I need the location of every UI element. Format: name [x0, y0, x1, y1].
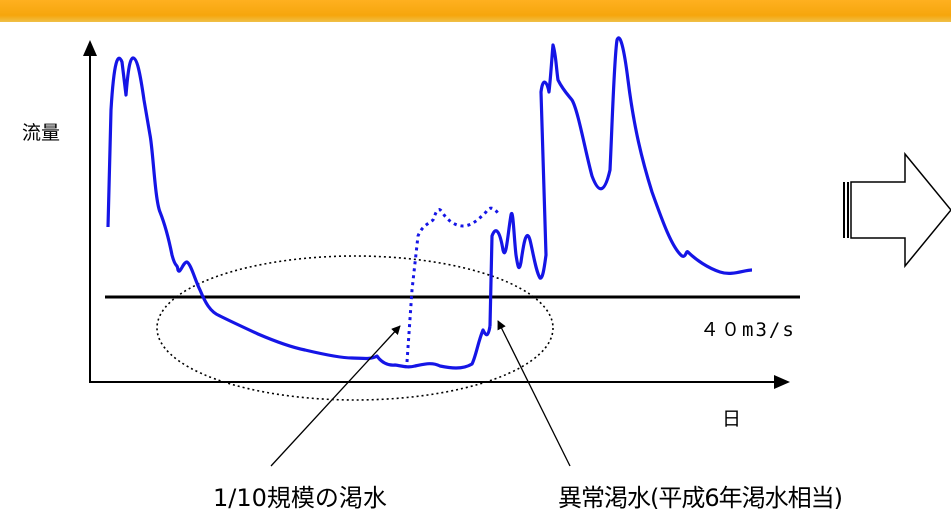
right-arrow-icon [843, 151, 951, 269]
flow-curve-rise [488, 36, 753, 327]
callout-left-arrow [270, 325, 401, 467]
y-axis-label: 流量 [22, 122, 61, 144]
callout-right-arrow [497, 320, 571, 467]
x-axis-label: 日 [722, 408, 742, 430]
flow-curve-alternative [405, 206, 502, 363]
x-axis-arrowhead [774, 375, 790, 389]
callout-right-label: 異常渇水(平成6年渇水相当) [558, 484, 843, 512]
callout-left-label: 1/10規模の渇水 [213, 484, 387, 512]
drought-region-ellipse [156, 255, 554, 401]
header-bar [0, 0, 951, 22]
threshold-label: ４０m3/s [700, 319, 796, 341]
flow-curve [106, 56, 492, 370]
y-axis-arrowhead [83, 40, 97, 56]
